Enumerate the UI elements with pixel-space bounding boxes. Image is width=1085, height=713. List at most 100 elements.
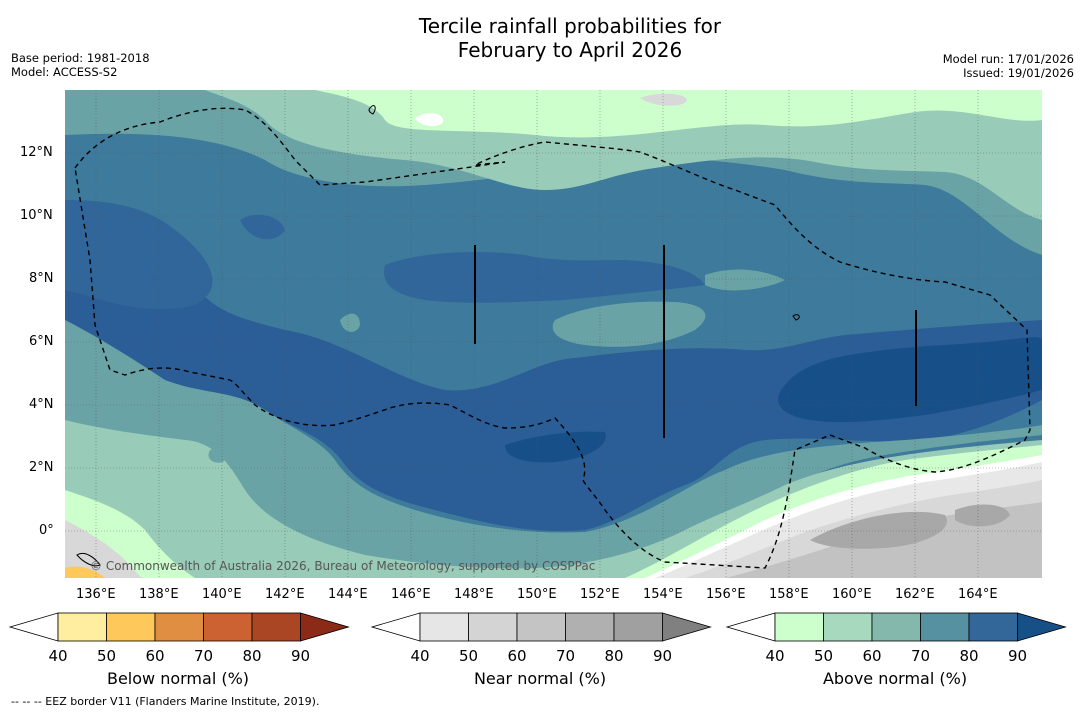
colorbar-label-near: Near normal (%) (473, 669, 607, 688)
lat-tick: 0° (39, 523, 54, 538)
colorbar-segment (774, 612, 824, 642)
meta-left: Base period: 1981-2018 Model: ACCESS-S2 (11, 51, 150, 79)
colorbar-below-normal: 40 50 60 70 80 90 (8, 612, 350, 665)
band-95-east (778, 337, 1042, 423)
colorbar-segment (823, 612, 873, 642)
colorbar-segment (106, 612, 156, 642)
colorbar-extend-low (725, 612, 776, 642)
lat-tick: 2°N (29, 460, 54, 475)
lon-tick: 138°E (139, 587, 179, 602)
colorbar-segment (565, 612, 615, 642)
lon-tick: 136°E (76, 587, 116, 602)
colorbar-extend-low (8, 612, 59, 642)
colorbar-tick: 80 (604, 647, 623, 665)
lon-tick: 146°E (391, 587, 431, 602)
colorbar-segment (468, 612, 518, 642)
colorbar-near-normal: 40 50 60 70 80 90 (370, 612, 712, 665)
band-70-patch-a (340, 313, 360, 332)
lon-tick: 160°E (832, 587, 872, 602)
lon-tick: 156°E (706, 587, 746, 602)
colorbar-segment (871, 612, 921, 642)
map-svg (65, 90, 1042, 578)
band-50-north (315, 90, 1042, 138)
colorbar-extend-low (370, 612, 421, 642)
colorbar-tick: 70 (911, 647, 930, 665)
band-90 (65, 206, 1042, 531)
band-90-small (240, 214, 285, 240)
lon-tick: 158°E (769, 587, 809, 602)
rainfall-map (65, 90, 1042, 578)
island-b (792, 314, 800, 321)
colorbar-tick: 90 (291, 647, 310, 665)
lon-tick: 140°E (202, 587, 242, 602)
lat-tick: 12°N (20, 145, 53, 160)
colorbar-tick: 50 (97, 647, 116, 665)
lon-tick: 152°E (580, 587, 620, 602)
colorbar-tick: 60 (862, 647, 881, 665)
island-c (76, 552, 101, 567)
colorbar-tick: 60 (145, 647, 164, 665)
colorbar-segment (613, 612, 663, 642)
band-70-south (65, 320, 1042, 578)
colorbar-tick: 80 (959, 647, 978, 665)
colorbar-segment (920, 612, 970, 642)
lat-tick: 8°N (29, 271, 54, 286)
colorbar-tick: 60 (507, 647, 526, 665)
band-70-patch-b (705, 269, 785, 291)
map-title: Tercile rainfall probabilities for Febru… (0, 14, 1085, 62)
lat-tick: 4°N (29, 397, 54, 412)
colorbar-tick: 80 (242, 647, 261, 665)
band-90-west-blob (65, 200, 213, 310)
lon-tick: 154°E (643, 587, 683, 602)
title-line-1: Tercile rainfall probabilities for (418, 14, 722, 38)
colorbar-extend-high (1017, 612, 1067, 642)
colorbar-segment (251, 612, 301, 642)
colorbar-label-above: Above normal (%) (822, 669, 968, 688)
colorbar-tick: 50 (814, 647, 833, 665)
model-run: Model run: 17/01/2026 (942, 52, 1074, 66)
colorbar-tick: 70 (556, 647, 575, 665)
lon-tick: 150°E (517, 587, 557, 602)
colorbar-segment (57, 612, 107, 642)
colorbar-segment (968, 612, 1018, 642)
grey-patch-north (640, 93, 687, 106)
grey-south-west (65, 520, 143, 578)
colorbar-segment (516, 612, 566, 642)
island-a (368, 105, 376, 115)
colorbar-tick: 90 (1008, 647, 1027, 665)
colorbar-extend-high (300, 612, 350, 642)
meta-right: Model run: 17/01/2026 Issued: 19/01/2026 (943, 52, 1074, 80)
colorbar-tick: 40 (765, 647, 784, 665)
grey-4-b (955, 504, 1010, 527)
graticule (65, 90, 1042, 578)
colorbar-segment (154, 612, 204, 642)
colorbar-tick: 50 (459, 647, 478, 665)
grey-4-a (810, 511, 947, 549)
title-line-2: February to April 2026 (457, 38, 683, 62)
issued-date: Issued: 19/01/2026 (963, 66, 1074, 80)
colorbar-above-normal: 40 50 60 70 80 90 (725, 612, 1067, 665)
model-name: Model: ACCESS-S2 (11, 65, 118, 79)
colorbar-tick: 40 (48, 647, 67, 665)
eez-footnote: -- -- -- EEZ border V11 (Flanders Marine… (11, 695, 320, 708)
colorbar-tick: 90 (653, 647, 672, 665)
lon-tick: 162°E (895, 587, 935, 602)
band-90-north-blob (384, 252, 705, 303)
below-normal-patch (65, 566, 105, 578)
lat-tick: 6°N (29, 334, 54, 349)
lon-tick: 164°E (958, 587, 998, 602)
band-95-central (505, 431, 606, 463)
colorbar-extend-high (662, 612, 712, 642)
lon-tick: 142°E (265, 587, 305, 602)
base-period: Base period: 1981-2018 (11, 51, 150, 65)
eez-border (74, 107, 1031, 569)
white-patch-north (415, 113, 444, 127)
lat-tick: 10°N (20, 208, 53, 223)
colorbars: 40 50 60 70 80 90 40 50 60 70 80 90 40 50 60 70 80 90 (8, 612, 1067, 665)
colorbar-segment (419, 612, 469, 642)
lon-tick: 144°E (328, 587, 368, 602)
colorbar-label-below: Below normal (%) (106, 669, 250, 688)
lon-tick: 148°E (454, 587, 494, 602)
band-70-central (552, 301, 706, 347)
colorbar-segment (203, 612, 253, 642)
